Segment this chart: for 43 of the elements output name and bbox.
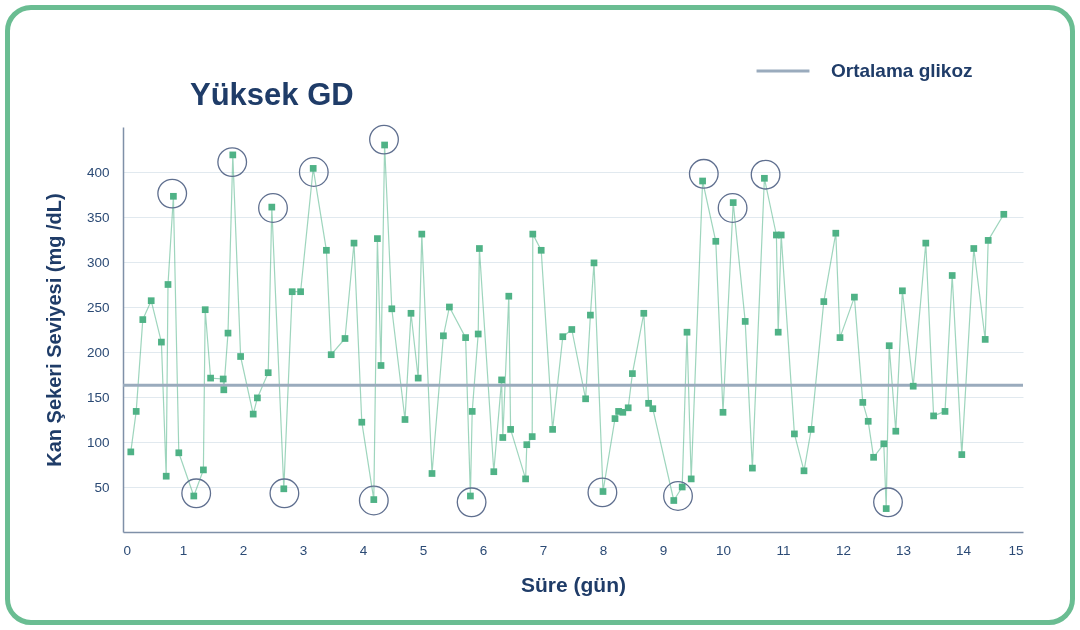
- y-tick-label: 350: [86, 209, 110, 225]
- x-tick-label: 8: [599, 542, 608, 558]
- point: [688, 158, 719, 189]
- point: [157, 178, 188, 209]
- point: [873, 487, 903, 518]
- x-tick-label: 15: [1008, 542, 1024, 558]
- y-axis-title: Kan Şekeri Seviyesi (mg /dL): [42, 193, 65, 467]
- legend-label: Ortalama glikoz: [831, 60, 973, 81]
- point: [217, 147, 248, 178]
- y-tick-label: 200: [86, 344, 110, 360]
- y-tick-label: 300: [86, 254, 110, 270]
- y-tick-label: 150: [86, 389, 110, 405]
- x-axis-title: Süre (gün): [521, 573, 626, 596]
- x-tick-label: 14: [955, 542, 972, 558]
- point: [750, 159, 781, 190]
- point: [717, 193, 748, 223]
- x-tick-label: 4: [359, 542, 368, 558]
- y-tick-label: 50: [94, 479, 110, 495]
- x-tick-label: 3: [299, 542, 308, 558]
- x-tick-label: 0: [123, 542, 132, 558]
- point: [369, 124, 399, 155]
- x-tick-label: 12: [835, 542, 852, 558]
- point: [587, 477, 618, 508]
- x-tick-label: 5: [419, 542, 428, 558]
- x-tick-label: 2: [239, 542, 248, 558]
- x-tick-label: 10: [715, 542, 732, 558]
- y-tick-label: 400: [86, 164, 110, 180]
- x-tick-label: 1: [179, 542, 188, 558]
- x-tick-label: 7: [539, 542, 548, 558]
- point: [298, 157, 329, 187]
- point: [181, 478, 212, 509]
- point: [358, 485, 389, 516]
- x-tick-label: 13: [895, 542, 912, 558]
- point: [663, 481, 693, 511]
- point: [269, 478, 300, 509]
- x-tick-label: 11: [776, 542, 791, 558]
- y-tick-label: 250: [86, 299, 110, 315]
- point: [456, 487, 487, 518]
- chart-title: Yüksek GD: [190, 77, 354, 112]
- x-tick-label: 9: [659, 542, 668, 558]
- x-tick-label: 6: [479, 542, 488, 558]
- y-tick-label: 100: [86, 434, 110, 450]
- point: [258, 193, 288, 223]
